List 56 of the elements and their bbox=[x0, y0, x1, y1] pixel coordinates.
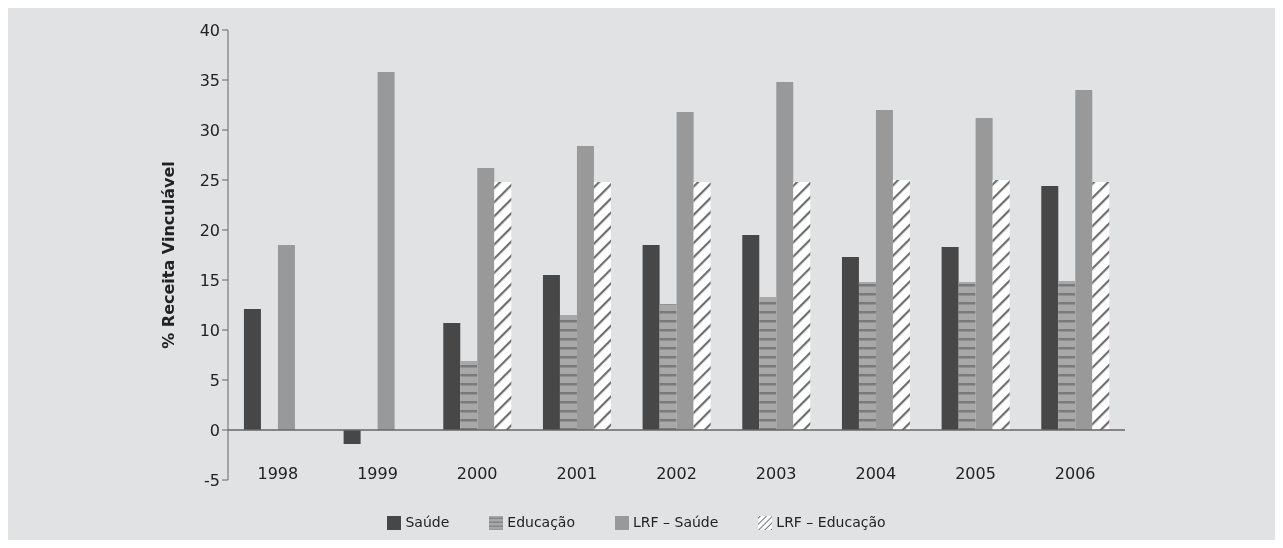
bar bbox=[958, 282, 976, 430]
x-tick-label: 1998 bbox=[257, 464, 299, 484]
bar bbox=[793, 182, 811, 430]
x-tick-label: 2003 bbox=[755, 464, 797, 484]
bar bbox=[742, 235, 760, 430]
bar bbox=[776, 82, 794, 430]
bar bbox=[759, 297, 777, 430]
bar bbox=[676, 112, 694, 430]
legend-label: Saúde bbox=[405, 514, 450, 530]
bar bbox=[659, 304, 677, 430]
legend-label: LRF – Saúde bbox=[633, 514, 719, 530]
y-tick-label: 30 bbox=[199, 120, 220, 140]
legend-label: LRF – Educação bbox=[776, 514, 886, 530]
x-tick-label: 2002 bbox=[656, 464, 697, 484]
y-tick-label: 15 bbox=[199, 270, 220, 290]
bar bbox=[477, 168, 495, 430]
bar bbox=[593, 182, 611, 430]
bar bbox=[494, 182, 512, 430]
y-tick-label: 20 bbox=[199, 220, 220, 240]
x-tick-label: 1999 bbox=[357, 464, 398, 484]
bar bbox=[1058, 281, 1076, 430]
bar bbox=[243, 309, 261, 430]
bar bbox=[1075, 90, 1093, 430]
bar bbox=[343, 430, 361, 444]
bar bbox=[975, 118, 993, 430]
bar bbox=[992, 180, 1010, 430]
x-tick-label: 2005 bbox=[955, 464, 996, 484]
bar bbox=[1041, 186, 1059, 430]
bar bbox=[941, 247, 959, 430]
legend-label: Educação bbox=[507, 514, 576, 530]
y-tick-label: 40 bbox=[199, 20, 220, 40]
x-tick-label: 2006 bbox=[1054, 464, 1096, 484]
y-tick-label: -5 bbox=[204, 470, 220, 490]
bar bbox=[377, 72, 395, 430]
bar bbox=[841, 257, 859, 430]
y-tick-label: 35 bbox=[199, 70, 220, 90]
bar bbox=[858, 282, 876, 430]
bar bbox=[559, 315, 577, 430]
bar bbox=[277, 245, 295, 430]
y-tick-label: 0 bbox=[209, 420, 220, 440]
bar bbox=[693, 182, 711, 430]
bar bbox=[443, 323, 461, 430]
y-axis-title: % Receita Vinculável bbox=[158, 161, 178, 349]
bar bbox=[892, 180, 910, 430]
x-tick-label: 2001 bbox=[556, 464, 598, 484]
x-tick-label: 2000 bbox=[456, 464, 498, 484]
bar bbox=[1092, 182, 1110, 430]
y-tick-label: 5 bbox=[209, 370, 220, 390]
y-tick-label: 25 bbox=[199, 170, 220, 190]
bar bbox=[875, 110, 893, 430]
bar bbox=[460, 361, 478, 430]
y-tick-label: 10 bbox=[199, 320, 220, 340]
bar bbox=[576, 146, 594, 430]
x-tick-label: 2004 bbox=[855, 464, 897, 484]
bar bbox=[642, 245, 660, 430]
bar bbox=[542, 275, 560, 430]
